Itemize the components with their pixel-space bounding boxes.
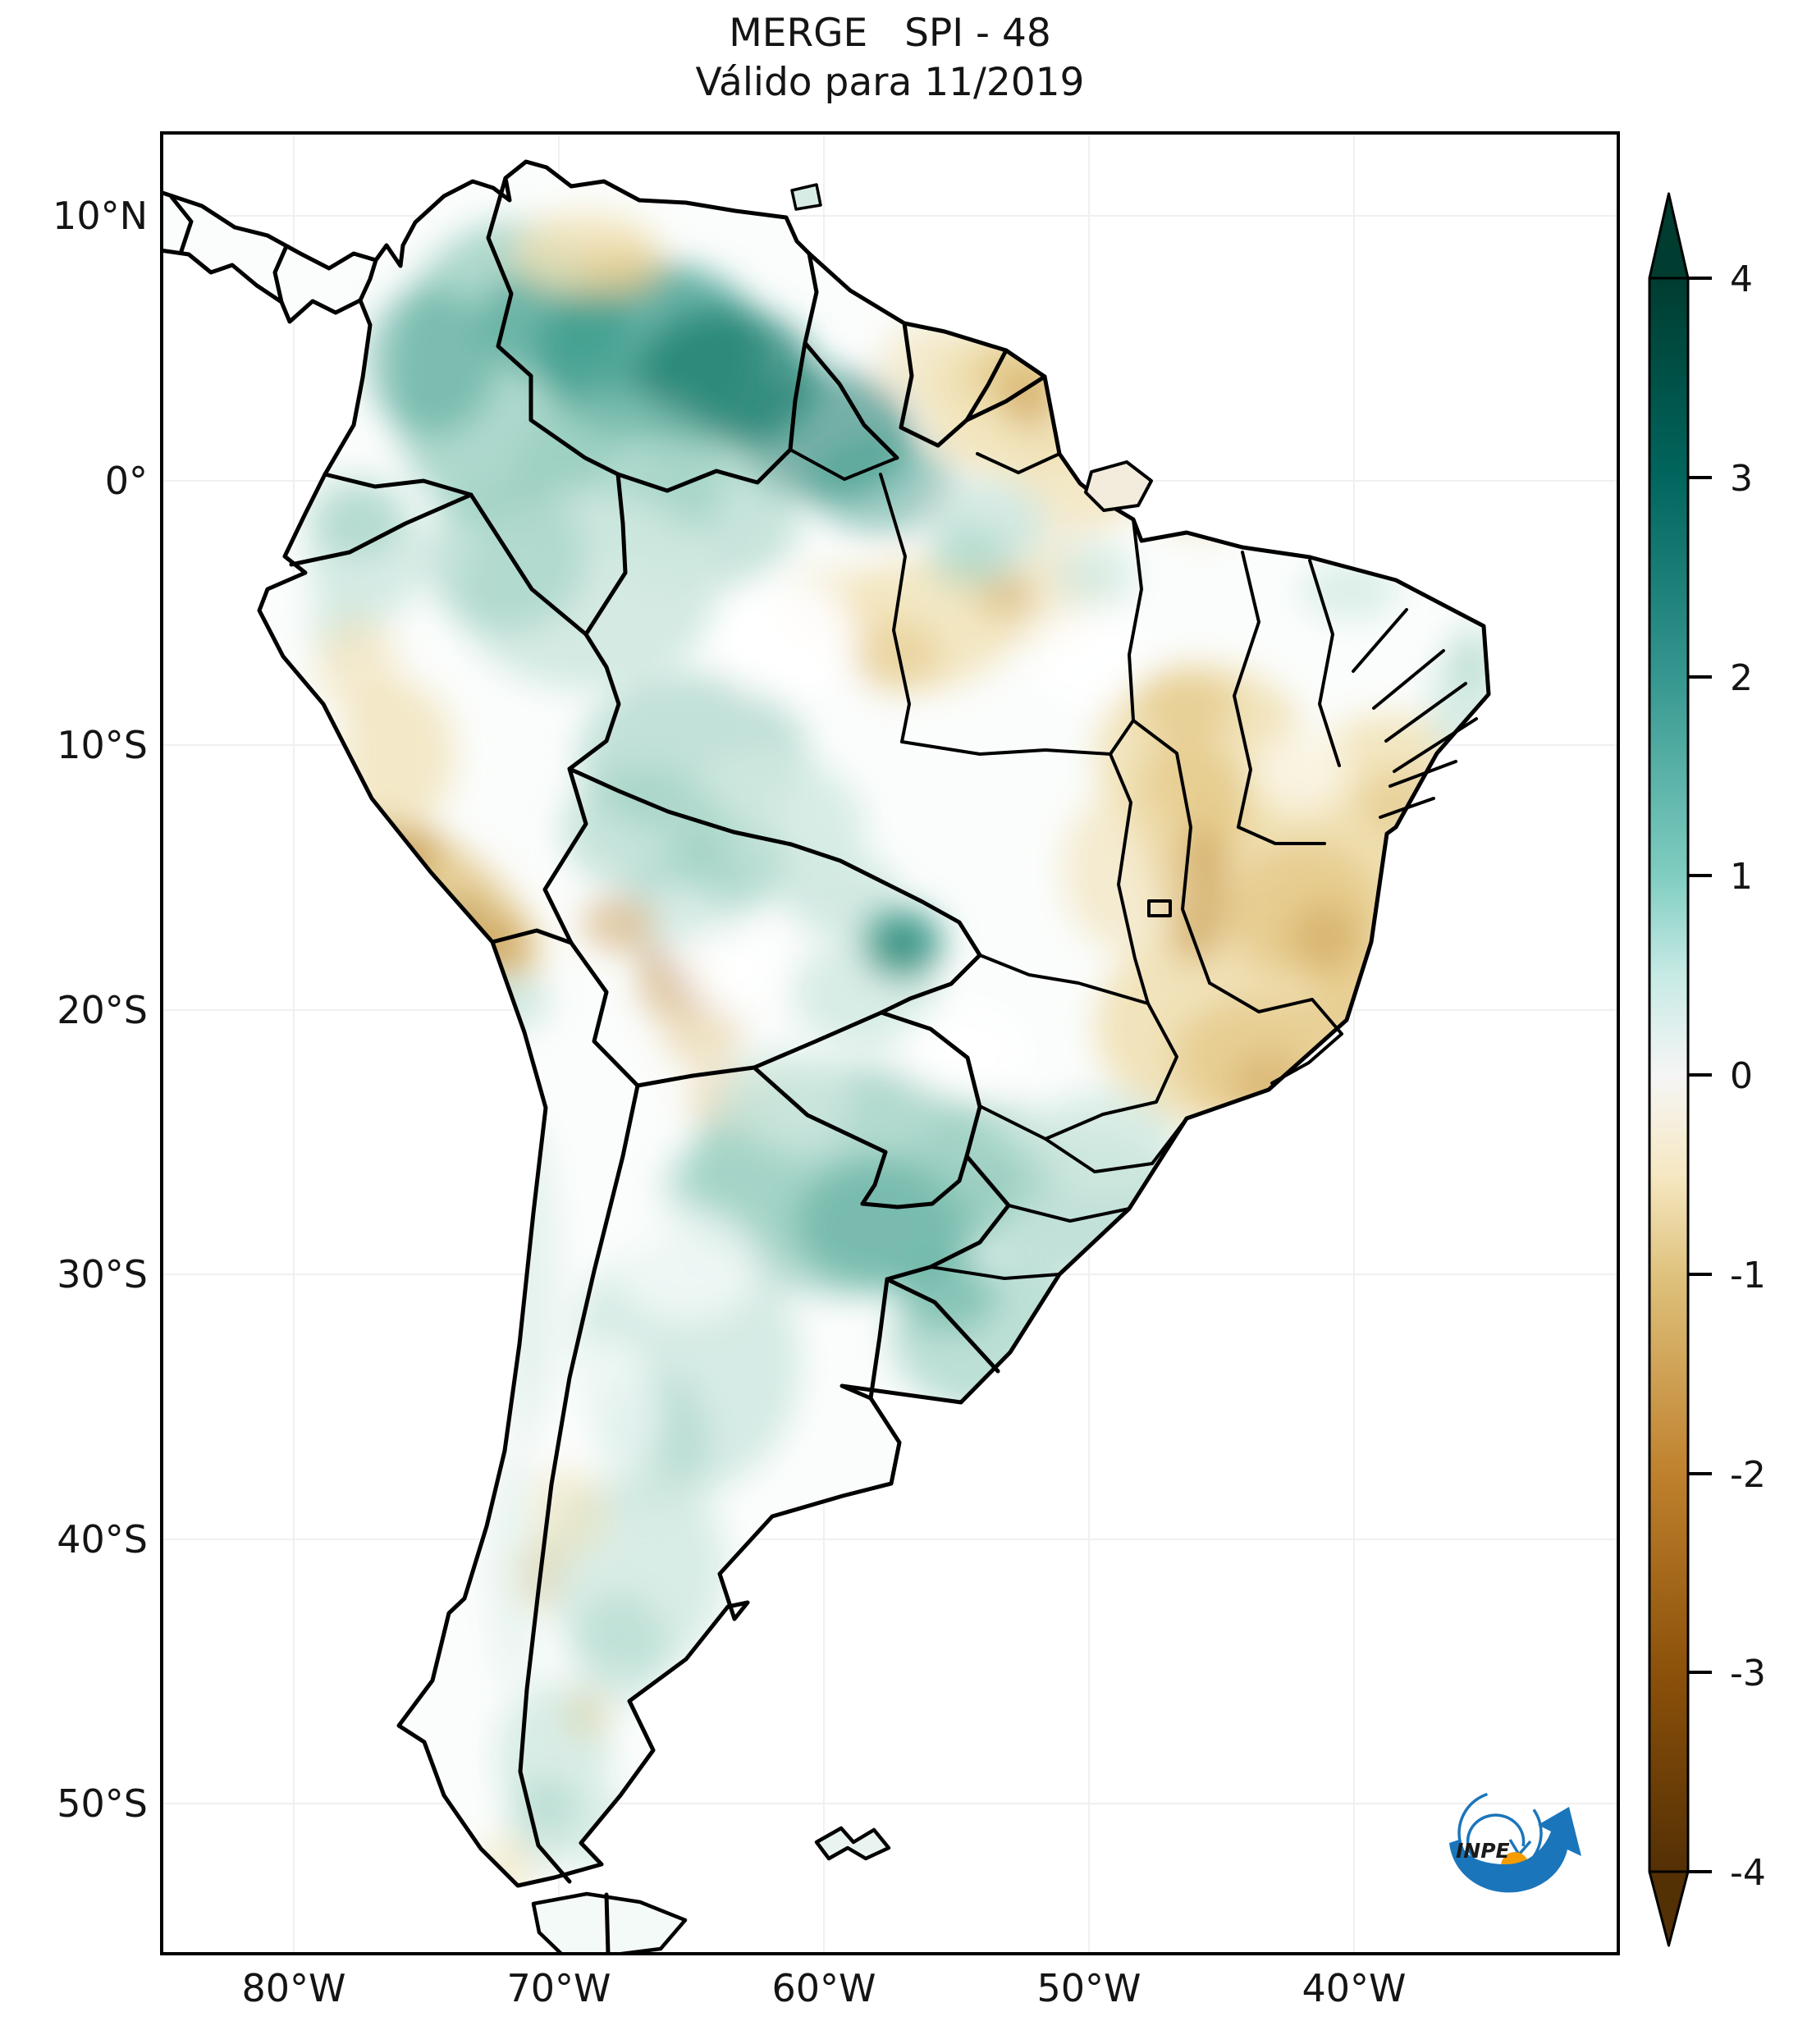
colorbar-arrow-bottom [1648, 1870, 1690, 1947]
plot-frame [160, 131, 1620, 1955]
lon-tick-label: 50°W [1036, 1966, 1141, 2010]
colorbar-tick-labels: 4 3 2 1 0 -1 -2 -3 -4 [1730, 258, 1766, 1894]
colorbar-tick: -2 [1730, 1454, 1766, 1496]
south-america-map [160, 131, 1620, 1955]
logo-text: INPE [1456, 1839, 1510, 1863]
colorbar-tick: 4 [1730, 258, 1753, 300]
state-borders [789, 448, 1478, 1280]
lat-tick-label: 50°S [57, 1781, 148, 1826]
falkland-islands [814, 1826, 891, 1861]
colorbar-tick: 2 [1730, 657, 1753, 699]
colorbar-panel: 4 3 2 1 0 -1 -2 -3 -4 [1633, 181, 1797, 1961]
colorbar-gradient-bar [1648, 277, 1690, 1873]
logo-swoosh-arrow-icon [1449, 1807, 1581, 1893]
lon-tick-label: 80°W [241, 1966, 346, 2010]
lat-tick-label: 10°N [53, 194, 148, 238]
colorbar: 4 3 2 1 0 -1 -2 -3 -4 [1648, 192, 1766, 1947]
map-title: MERGE SPI - 48 [729, 11, 1051, 56]
logo-inner-swirl-icon [1466, 1813, 1526, 1859]
colorbar-tick: -3 [1730, 1653, 1766, 1694]
coastline-outline [160, 159, 1491, 1888]
colorbar-tick: 3 [1730, 458, 1753, 500]
colorbar-tick: -4 [1730, 1852, 1766, 1894]
country-borders [169, 176, 1047, 1955]
lat-tick-label: 0° [104, 459, 148, 503]
lat-tick-label: 30°S [57, 1252, 148, 1296]
lat-tick-label: 40°S [57, 1517, 148, 1562]
colorbar-tick-marks [1688, 277, 1712, 1873]
lon-tick-label: 60°W [771, 1966, 876, 2010]
trinidad-island [790, 183, 822, 211]
lon-tick-label: 40°W [1302, 1966, 1407, 2010]
colorbar-tick: 0 [1730, 1055, 1753, 1097]
map-subtitle: Válido para 11/2019 [695, 60, 1085, 105]
inpe-logo: INPE [1438, 1789, 1585, 1908]
lat-tick-label: 20°S [57, 988, 148, 1032]
map-panel [160, 131, 1620, 1955]
colorbar-tick: -1 [1730, 1255, 1766, 1296]
colorbar-tick: 1 [1730, 856, 1753, 898]
lon-tick-label: 70°W [506, 1966, 611, 2010]
colorbar-arrow-top [1648, 192, 1690, 280]
marajo-island [1084, 460, 1153, 512]
lat-tick-label: 10°S [57, 723, 148, 767]
